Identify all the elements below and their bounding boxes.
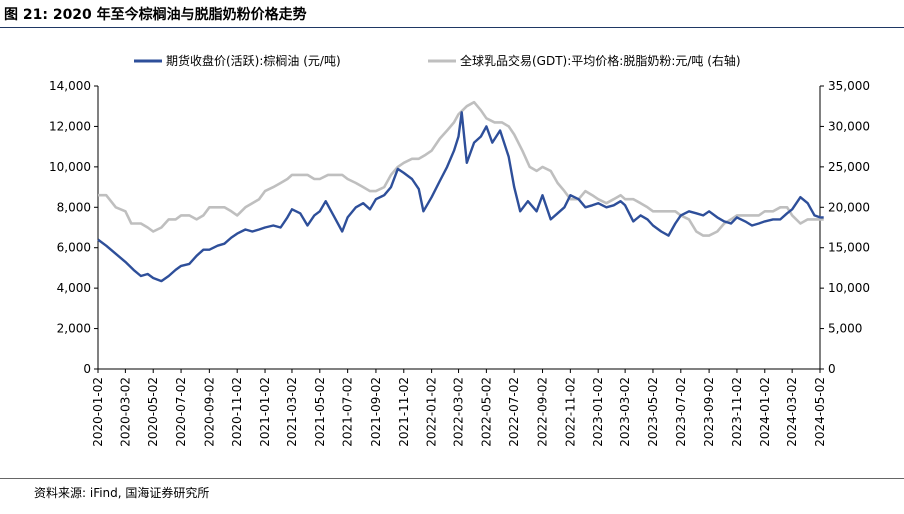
x-tick-label: 2020-07-02	[174, 377, 188, 447]
x-tick-label: 2021-01-02	[258, 377, 272, 447]
x-tick-label: 2022-07-02	[507, 377, 521, 447]
x-tick-label: 2024-05-02	[813, 377, 827, 447]
chart-title: 图 21: 2020 年至今棕榈油与脱脂奶粉价格走势	[4, 7, 307, 23]
y-left-tick-label: 0	[83, 362, 91, 376]
x-tick-label: 2021-03-02	[285, 377, 299, 447]
y-left-tick-label: 12,000	[49, 119, 91, 133]
y-left-tick-label: 6,000	[57, 241, 91, 255]
x-tick-label: 2022-01-02	[425, 377, 439, 447]
x-tick-label: 2020-11-02	[230, 377, 244, 447]
x-tick-label: 2020-01-02	[91, 377, 105, 447]
y-right-tick-label: 10,000	[828, 281, 870, 295]
x-tick-label: 2022-05-02	[479, 377, 493, 447]
x-tick-label: 2020-05-02	[146, 377, 160, 447]
x-tick-label: 2023-05-02	[646, 377, 660, 447]
y-right-tick-label: 30,000	[828, 119, 870, 133]
y-left-tick-label: 8,000	[57, 200, 91, 214]
x-tick-label: 2022-03-02	[452, 377, 466, 447]
x-tick-label: 2021-09-02	[369, 377, 383, 447]
y-left-tick-label: 2,000	[57, 322, 91, 336]
legend-label-skim-milk-powder: 全球乳品交易(GDT):平均价格:脱脂奶粉:元/吨 (右轴)	[460, 53, 741, 68]
x-tick-label: 2023-11-02	[730, 377, 744, 447]
chart-series	[97, 100, 824, 283]
x-tick-label: 2021-05-02	[313, 377, 327, 447]
x-tick-label: 2022-09-02	[536, 377, 550, 447]
y-left-tick-label: 10,000	[49, 160, 91, 174]
y-right-tick-label: 15,000	[828, 241, 870, 255]
source-note: 资料来源: iFind, 国海证券研究所	[34, 486, 210, 500]
y-right-tick-label: 25,000	[828, 160, 870, 174]
x-tick-label: 2023-03-02	[618, 377, 632, 447]
x-tick-label: 2023-09-02	[702, 377, 716, 447]
series-line-palm-oil	[97, 111, 824, 283]
y-right-tick-label: 20,000	[828, 200, 870, 214]
title-divider	[0, 27, 904, 28]
x-tick-label: 2023-07-02	[674, 377, 688, 447]
y-right-tick-label: 5,000	[828, 322, 862, 336]
source-divider	[0, 478, 904, 479]
x-tick-label: 2024-03-02	[785, 377, 799, 447]
x-tick-label: 2024-01-02	[758, 377, 772, 447]
series-line-skim-milk-powder	[98, 100, 824, 237]
chart-axes: 0 2,000 4,000 6,000 8,000 10,000 12,000 14,000 0…	[49, 79, 870, 447]
y-left-tick-label: 14,000	[49, 79, 91, 93]
x-tick-label: 2021-11-02	[397, 377, 411, 447]
x-tick-label: 2022-11-02	[563, 377, 577, 447]
legend-label-palm-oil: 期货收盘价(活跃):棕榈油 (元/吨)	[166, 53, 341, 68]
line-chart: 期货收盘价(活跃):棕榈油 (元/吨) 全球乳品交易(GDT):平均价格:脱脂奶…	[49, 53, 870, 447]
x-tick-label: 2021-07-02	[341, 377, 355, 447]
y-right-tick-label: 35,000	[828, 79, 870, 93]
chart-legend: 期货收盘价(活跃):棕榈油 (元/吨) 全球乳品交易(GDT):平均价格:脱脂奶…	[134, 53, 741, 68]
x-tick-label: 2023-01-02	[591, 377, 605, 447]
x-tick-label: 2020-09-02	[202, 377, 216, 447]
x-tick-label: 2020-03-02	[118, 377, 132, 447]
y-left-tick-label: 4,000	[57, 281, 91, 295]
y-right-tick-label: 0	[828, 362, 836, 376]
